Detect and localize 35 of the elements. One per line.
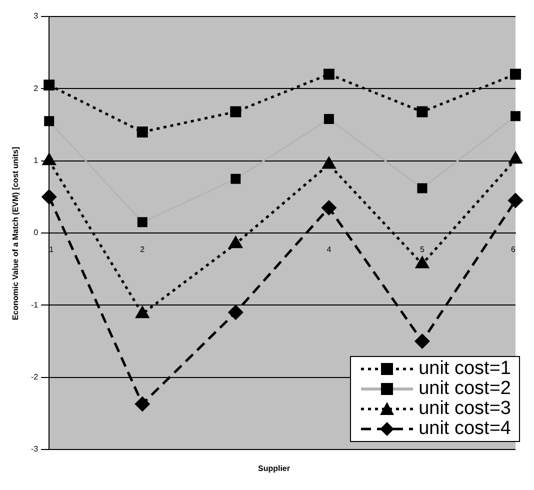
point [136,126,148,138]
y-tick-label: 2 [34,84,39,93]
point [414,334,430,348]
point [510,68,521,80]
x-tick-label: 2 [140,245,146,254]
y-tick-label: -1 [30,300,39,310]
point [322,200,336,215]
point [416,256,429,268]
point [509,152,522,164]
y-axis-title: Economic Value of a Match (EVM) [cost units] [12,146,21,320]
y-tick-label: 1 [34,156,39,166]
legend-label: unit cost=3 [418,398,511,419]
legend-label: unit cost=2 [418,378,511,399]
point [42,190,56,204]
x-axis-title: Supplier [256,464,291,473]
point [228,305,243,320]
legend-label: unit cost=1 [418,358,511,379]
point [322,157,336,169]
point [323,68,334,80]
x-tick-label: 5 [420,245,425,254]
y-tick-label: 0 [34,228,39,238]
point [44,80,55,91]
point [229,236,242,248]
point [508,193,523,208]
point [416,106,428,118]
legend-label: unit cost=4 [418,418,511,439]
x-tick-label: 1 [49,245,54,254]
x-tick-label: 6 [511,245,516,254]
y-tick-label: -2 [30,372,39,382]
point [135,396,150,412]
y-tick-label: 3 [34,12,39,21]
y-tick-label: -3 [30,444,39,454]
x-tick-label: 4 [326,245,332,254]
point [136,306,149,318]
point [230,106,242,118]
